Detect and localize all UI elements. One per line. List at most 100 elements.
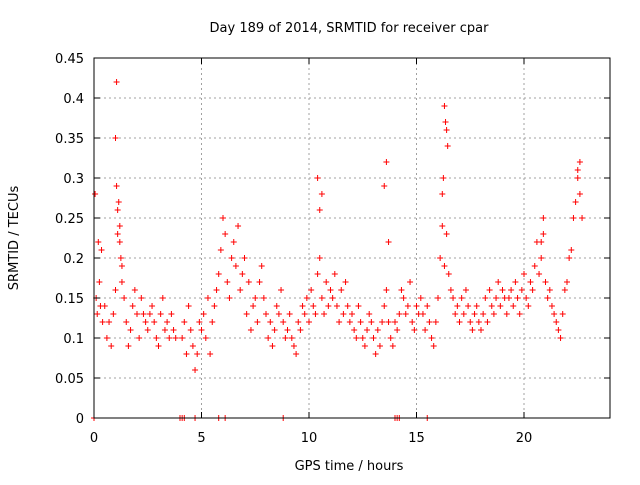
data-point (450, 295, 457, 301)
data-point (314, 175, 321, 181)
data-point (454, 303, 461, 309)
data-point (469, 327, 476, 333)
y-tick-label: 0.05 (55, 372, 84, 387)
data-point (316, 255, 323, 261)
data-point (374, 327, 381, 333)
data-point (542, 279, 549, 285)
data-point (381, 183, 388, 189)
data-point (250, 303, 257, 309)
data-point (538, 255, 545, 261)
data-point (484, 319, 491, 325)
data-point (164, 319, 171, 325)
data-point (114, 207, 121, 213)
y-tick-label: 0.2 (63, 252, 84, 267)
data-point (527, 279, 534, 285)
data-point (574, 175, 581, 181)
data-point (561, 287, 568, 293)
data-point (555, 327, 562, 333)
data-point (553, 319, 560, 325)
data-point (142, 319, 149, 325)
data-point (127, 327, 134, 333)
data-point (189, 343, 196, 349)
data-point (516, 311, 523, 317)
data-point (209, 319, 216, 325)
data-point (422, 327, 429, 333)
data-point (572, 199, 579, 205)
data-point (443, 231, 450, 237)
data-point (432, 319, 439, 325)
data-point (222, 231, 229, 237)
data-point (144, 327, 151, 333)
data-point (521, 271, 527, 277)
data-point (92, 191, 99, 197)
data-point (155, 343, 162, 349)
data-point (478, 327, 484, 333)
data-point (157, 311, 164, 317)
data-point (321, 311, 328, 317)
data-point (207, 351, 214, 357)
data-point (338, 287, 345, 293)
data-point (94, 311, 101, 317)
data-point (372, 351, 379, 357)
data-point (275, 311, 282, 317)
y-tick-label: 0.25 (55, 212, 84, 227)
data-point (161, 327, 168, 333)
data-point (428, 335, 435, 341)
data-point (245, 279, 252, 285)
data-point (444, 143, 451, 149)
data-points (91, 79, 586, 421)
data-point (226, 295, 233, 301)
data-point (98, 247, 105, 253)
data-point (333, 303, 340, 309)
y-tick-label: 0.15 (55, 292, 84, 307)
data-point (129, 303, 136, 309)
data-point (185, 303, 192, 309)
data-point (407, 279, 414, 285)
data-point (112, 287, 119, 293)
data-point (293, 351, 300, 357)
data-point (138, 295, 145, 301)
data-point (379, 319, 386, 325)
data-point (192, 367, 199, 373)
data-point (230, 239, 237, 245)
data-point (194, 351, 201, 357)
data-point (385, 239, 392, 245)
data-point (118, 279, 125, 285)
data-point (271, 327, 278, 333)
data-point (327, 287, 334, 293)
x-tick-label: 15 (408, 431, 425, 446)
data-point (394, 327, 401, 333)
data-point (495, 279, 502, 285)
data-point (445, 271, 452, 277)
data-point (168, 311, 175, 317)
y-tick-label: 0 (76, 412, 84, 427)
data-point (364, 327, 371, 333)
data-point (456, 319, 463, 325)
data-point (179, 335, 186, 341)
data-point (439, 223, 446, 229)
data-point (349, 311, 355, 317)
data-point (131, 287, 138, 293)
data-point (442, 119, 449, 125)
data-point (387, 335, 394, 341)
data-point (108, 343, 115, 349)
data-point (402, 311, 409, 317)
y-tick-label: 0.45 (55, 52, 84, 67)
data-point (299, 303, 306, 309)
data-point (546, 287, 553, 293)
data-point (385, 319, 392, 325)
data-point (486, 287, 493, 293)
data-point (308, 287, 315, 293)
data-point (510, 303, 517, 309)
data-point (447, 287, 454, 293)
data-point (413, 303, 420, 309)
data-point (113, 79, 120, 85)
data-point (440, 175, 447, 181)
data-point (576, 191, 583, 197)
data-point (370, 335, 377, 341)
data-point (430, 343, 437, 349)
data-point (318, 191, 325, 197)
data-point (383, 287, 390, 293)
data-point (355, 303, 362, 309)
